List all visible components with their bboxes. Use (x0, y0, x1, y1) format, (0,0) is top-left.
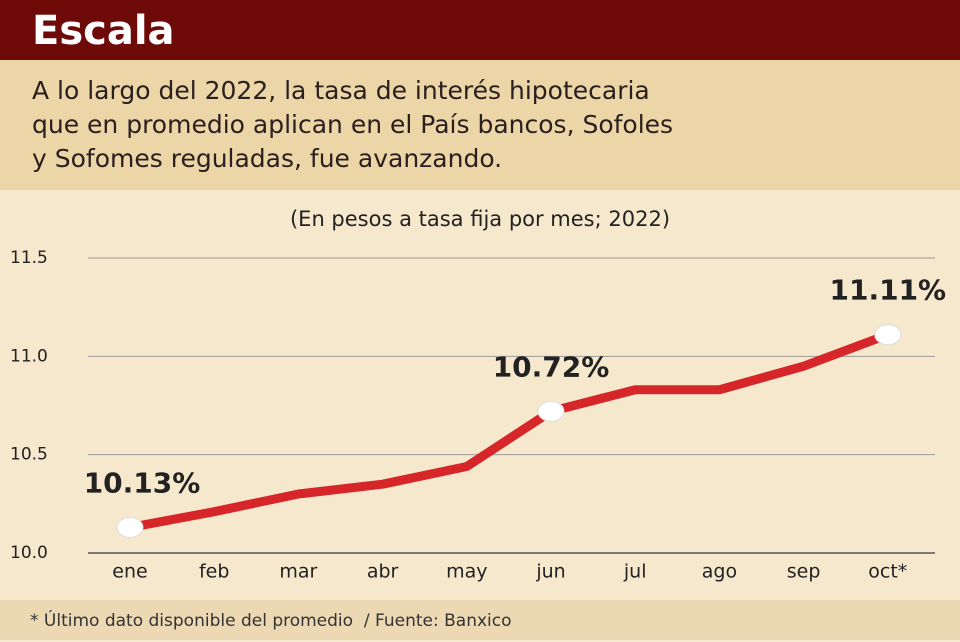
data-point (116, 516, 144, 538)
x-tick-label: ene (112, 561, 147, 583)
y-tick-label: 10.5 (10, 445, 48, 465)
y-tick-label: 11.0 (10, 346, 48, 366)
chart-subtitle: (En pesos a tasa fija por mes; 2022) (290, 207, 670, 231)
y-tick-label: 11.5 (10, 248, 48, 268)
chart: (En pesos a tasa fija por mes; 2022) 10.… (10, 207, 946, 583)
data-label: 10.13% (84, 466, 201, 499)
data-label: 11.11% (829, 274, 946, 307)
description-line: que en promedio aplican en el País banco… (32, 110, 674, 139)
data-point (874, 324, 902, 346)
x-tick-label: sep (787, 561, 821, 583)
x-tick-label: abr (367, 561, 399, 583)
description-line: y Sofomes reguladas, fue avanzando. (32, 144, 503, 173)
x-tick-label: jun (535, 561, 565, 583)
y-tick-label: 10.0 (10, 543, 48, 563)
description-line: A lo largo del 2022, la tasa de interés … (32, 76, 650, 105)
x-tick-label: mar (279, 561, 317, 583)
x-tick-label: oct* (868, 561, 907, 583)
x-tick-label: feb (199, 561, 229, 583)
title: Escala (0, 0, 960, 60)
description: A lo largo del 2022, la tasa de interés … (0, 60, 960, 190)
data-label: 10.72% (493, 350, 610, 383)
data-line (129, 330, 890, 532)
x-tick-label: ago (702, 561, 737, 583)
data-point (537, 400, 565, 422)
x-tick-label: jul (623, 561, 647, 583)
footer-note: * Último dato disponible del promedio / … (0, 600, 960, 640)
x-tick-label: may (446, 561, 487, 583)
